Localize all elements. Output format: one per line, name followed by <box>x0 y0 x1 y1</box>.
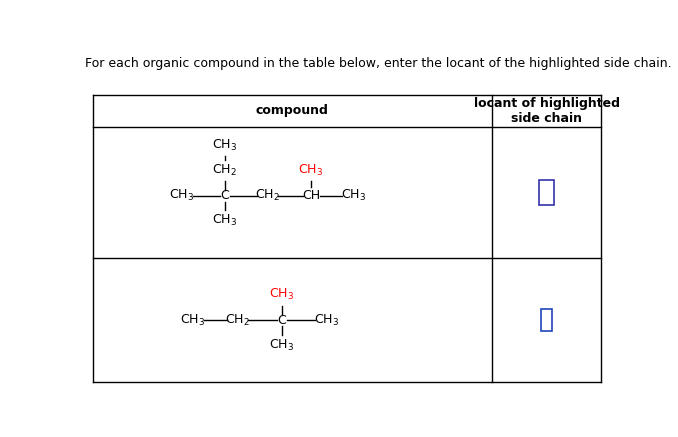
Bar <box>539 180 554 205</box>
Text: $\mathregular{CH_3}$: $\mathregular{CH_3}$ <box>314 312 339 328</box>
Text: $\mathregular{CH_3}$: $\mathregular{CH_3}$ <box>180 312 205 328</box>
Text: $\mathregular{CH_3}$: $\mathregular{CH_3}$ <box>269 287 295 302</box>
Text: $\mathregular{CH_2}$: $\mathregular{CH_2}$ <box>225 312 250 328</box>
Text: $\mathregular{CH_3}$: $\mathregular{CH_3}$ <box>342 188 367 203</box>
Text: $\mathregular{CH_3}$: $\mathregular{CH_3}$ <box>169 188 194 203</box>
Text: $\mathregular{CH_3}$: $\mathregular{CH_3}$ <box>212 138 237 153</box>
Text: CH: CH <box>302 189 320 202</box>
Bar <box>541 309 553 331</box>
Text: $\mathregular{CH_3}$: $\mathregular{CH_3}$ <box>269 338 295 353</box>
Text: compound: compound <box>256 104 329 117</box>
Text: C: C <box>278 314 286 326</box>
Text: locant of highlighted
side chain: locant of highlighted side chain <box>474 97 620 125</box>
Text: $\mathregular{CH_3}$: $\mathregular{CH_3}$ <box>298 163 323 178</box>
Text: For each organic compound in the table below, enter the locant of the highlighte: For each organic compound in the table b… <box>85 58 671 70</box>
Text: $\mathregular{CH_2}$: $\mathregular{CH_2}$ <box>212 163 237 178</box>
Text: C: C <box>220 189 229 202</box>
Text: $\mathregular{CH_2}$: $\mathregular{CH_2}$ <box>256 188 280 203</box>
Text: $\mathregular{CH_3}$: $\mathregular{CH_3}$ <box>212 213 237 229</box>
